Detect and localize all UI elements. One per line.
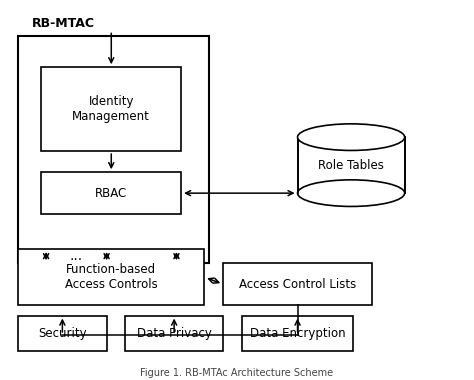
FancyBboxPatch shape [18, 36, 209, 263]
FancyBboxPatch shape [41, 172, 181, 214]
Bar [298, 137, 405, 193]
Text: Access Control Lists: Access Control Lists [239, 278, 356, 291]
Text: RBAC: RBAC [95, 187, 128, 200]
Text: Data Privacy: Data Privacy [137, 327, 211, 340]
Text: Security: Security [38, 327, 87, 340]
FancyBboxPatch shape [125, 316, 223, 351]
Text: Role Tables: Role Tables [318, 158, 384, 172]
FancyBboxPatch shape [18, 249, 204, 305]
Text: RB-MTAC: RB-MTAC [32, 17, 95, 30]
FancyBboxPatch shape [242, 316, 354, 351]
Text: Identity
Management: Identity Management [73, 95, 150, 123]
Text: Data Encryption: Data Encryption [250, 327, 346, 340]
FancyBboxPatch shape [223, 263, 372, 305]
Ellipse shape [298, 124, 405, 150]
FancyBboxPatch shape [18, 316, 107, 351]
Text: Function-based
Access Controls: Function-based Access Controls [65, 263, 158, 291]
FancyBboxPatch shape [41, 67, 181, 151]
Text: ...: ... [70, 249, 83, 263]
Text: Figure 1. RB-MTAc Architecture Scheme: Figure 1. RB-MTAc Architecture Scheme [140, 368, 334, 378]
Ellipse shape [298, 180, 405, 206]
